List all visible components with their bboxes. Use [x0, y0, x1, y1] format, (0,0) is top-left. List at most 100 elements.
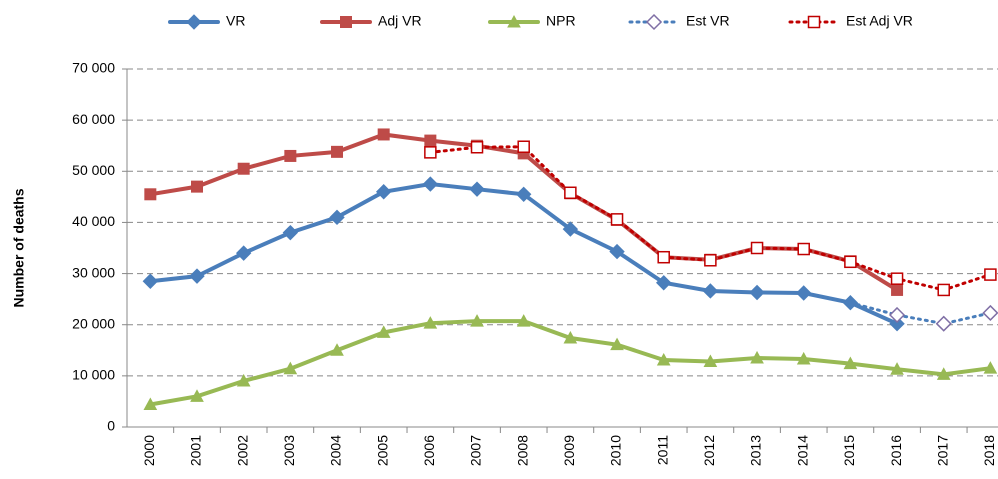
- marker: [375, 184, 392, 200]
- marker: [889, 315, 905, 332]
- marker: [284, 149, 297, 162]
- series-line: [848, 301, 992, 326]
- marker: [515, 186, 532, 203]
- marker: [656, 352, 671, 366]
- y-tick-label: 50 000: [72, 162, 115, 178]
- marker: [844, 255, 857, 269]
- legend-label: VR: [226, 13, 245, 29]
- x-tick-label: 2018: [981, 435, 997, 466]
- x-tick-label: 2010: [608, 435, 624, 466]
- y-tick-label: 30 000: [72, 264, 115, 280]
- marker: [891, 283, 904, 296]
- marker: [890, 362, 904, 375]
- y-tick-label: 40 000: [72, 213, 115, 229]
- y-tick-label: 20 000: [72, 315, 115, 331]
- x-tick-label: 2002: [234, 435, 250, 466]
- marker: [189, 268, 205, 284]
- marker: [842, 295, 859, 311]
- series-line: [428, 145, 992, 292]
- legend-marker: [186, 14, 202, 30]
- x-tick-label: 2004: [328, 435, 344, 466]
- marker: [610, 337, 624, 351]
- marker: [796, 351, 811, 365]
- y-tick-label: 70 000: [72, 60, 115, 76]
- x-tick-label: 2006: [421, 435, 437, 466]
- marker: [423, 316, 438, 329]
- marker: [749, 284, 765, 301]
- marker: [376, 325, 391, 338]
- y-tick-label: 10 000: [72, 367, 115, 383]
- x-tick-label: 2011: [654, 435, 670, 465]
- marker: [236, 373, 251, 387]
- marker: [330, 343, 344, 356]
- marker: [377, 128, 390, 141]
- marker: [563, 330, 578, 344]
- marker: [282, 224, 299, 241]
- x-tick-label: 2014: [794, 435, 810, 466]
- marker: [470, 314, 484, 327]
- x-tick-label: 2013: [748, 435, 764, 466]
- marker: [470, 140, 484, 154]
- x-tick-label: 2005: [374, 435, 390, 466]
- marker: [890, 272, 904, 285]
- x-tick-label: 2009: [561, 435, 577, 466]
- marker: [843, 356, 858, 370]
- legend-marker: [645, 13, 663, 31]
- legend-marker: [507, 14, 521, 28]
- marker: [422, 176, 439, 192]
- marker: [936, 367, 951, 380]
- marker: [424, 146, 437, 159]
- y-axis-title: Number of deaths: [11, 188, 27, 307]
- y-tick-label: 0: [107, 418, 115, 434]
- marker: [655, 275, 672, 291]
- marker: [750, 350, 764, 364]
- x-tick-label: 2016: [888, 435, 904, 466]
- marker: [517, 140, 530, 153]
- marker: [610, 213, 624, 226]
- marker: [144, 188, 157, 201]
- marker: [237, 162, 250, 175]
- marker: [750, 241, 764, 255]
- x-tick-label: 2012: [701, 435, 717, 466]
- marker: [983, 361, 998, 374]
- legend-label: Adj VR: [378, 13, 422, 29]
- y-tick-label: 60 000: [72, 111, 115, 127]
- marker: [702, 283, 719, 299]
- marker: [609, 243, 625, 260]
- marker: [469, 181, 485, 197]
- marker: [564, 186, 577, 200]
- legend-label: Est Adj VR: [846, 13, 913, 29]
- marker: [937, 283, 950, 297]
- x-tick-label: 2003: [281, 435, 297, 466]
- marker: [331, 145, 344, 158]
- marker: [796, 285, 812, 301]
- marker: [329, 209, 345, 226]
- marker: [562, 221, 579, 237]
- x-tick-label: 2017: [934, 435, 950, 466]
- x-tick-label: 2015: [841, 435, 857, 466]
- marker: [984, 268, 997, 281]
- marker: [982, 304, 998, 322]
- legend-marker: [340, 16, 352, 28]
- marker: [283, 361, 298, 375]
- x-tick-label: 2008: [514, 435, 530, 466]
- marker: [703, 354, 718, 368]
- marker: [657, 250, 670, 264]
- x-tick-label: 2007: [468, 435, 484, 466]
- legend-marker: [807, 15, 821, 29]
- marker: [704, 254, 717, 267]
- x-tick-label: 2000: [141, 435, 157, 466]
- x-tick-label: 2001: [188, 435, 204, 466]
- marker: [143, 397, 158, 410]
- marker: [888, 306, 906, 324]
- marker: [142, 273, 159, 289]
- marker: [424, 134, 437, 147]
- marker: [190, 389, 204, 402]
- legend-label: Est VR: [686, 13, 730, 29]
- legend-label: NPR: [546, 13, 576, 29]
- marker: [191, 180, 204, 193]
- marker: [516, 314, 531, 327]
- marker: [235, 245, 252, 261]
- marker: [935, 315, 952, 332]
